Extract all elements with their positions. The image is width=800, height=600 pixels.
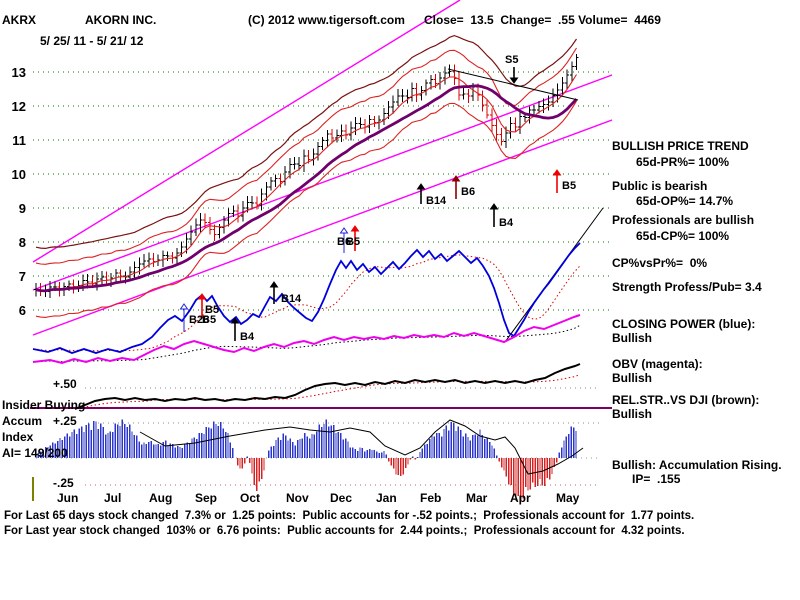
analysis-line: CLOSING POWER (blue):: [612, 317, 756, 331]
month-label: Oct: [240, 491, 261, 505]
signal-label: B5: [562, 180, 577, 192]
analysis-line: Professionals are bullish: [612, 213, 755, 227]
yaxis-label: 8: [18, 235, 26, 250]
analysis-line: Public is bearish: [612, 179, 708, 193]
company-name: AKORN INC.: [85, 13, 157, 27]
analysis-line: OBV (magenta):: [612, 357, 703, 371]
month-label: Mar: [466, 491, 488, 505]
signal-label: B5: [202, 314, 217, 326]
analysis-line: CP%vsPr%= 0%: [612, 256, 708, 270]
copyright-text: (C) 2012 www.tigersoft.com: [248, 13, 405, 27]
ticker-symbol: AKRX: [2, 13, 37, 27]
month-label: Jan: [376, 491, 397, 505]
indicator-label: +.25: [53, 414, 77, 428]
signal-label: B5: [205, 304, 220, 316]
analysis-line: 65d-PR%= 100%: [636, 155, 730, 169]
indicator-label: +.50: [53, 377, 77, 391]
analysis-line: Strength Profess/Pub= 3.4: [612, 280, 762, 294]
signal-label: B26: [189, 314, 210, 326]
indicator-label: AI= 149/200: [2, 446, 68, 460]
analysis-line: Bullish: [612, 331, 653, 345]
analysis-line: REL.STR..VS DJI (brown):: [612, 393, 760, 407]
month-label: Apr: [510, 491, 531, 505]
yaxis-label: 6: [18, 303, 26, 318]
signal-label: B6: [461, 186, 476, 198]
yaxis-label: 10: [11, 167, 26, 182]
yaxis-label: 11: [12, 133, 26, 148]
month-label: Dec: [330, 491, 353, 505]
signal-label: B5: [346, 236, 361, 248]
month-label: Jun: [57, 491, 79, 505]
month-label: Feb: [420, 491, 442, 505]
footer-line-year: For Last year stock changed 103% or 6.76…: [4, 525, 685, 537]
yaxis-label: 13: [11, 65, 26, 80]
signal-label: B14: [281, 293, 302, 305]
analysis-line: Bullish: Accumulation Rising.: [612, 458, 782, 472]
yaxis-label: 9: [18, 201, 26, 216]
month-label: Sep: [195, 491, 218, 505]
footer-line-65d: For Last 65 days stock changed 7.3% or 1…: [4, 510, 695, 522]
indicator-label: Insider Buying: [2, 398, 86, 412]
analysis-line: 65d-CP%= 100%: [636, 229, 730, 243]
month-label: Jul: [104, 491, 122, 505]
yaxis-label: 7: [18, 269, 26, 284]
signal-label: B4: [499, 217, 514, 229]
indicator-label: Accum: [2, 414, 43, 428]
signal-label: B6: [337, 236, 352, 248]
analysis-line: BULLISH PRICE TREND: [612, 139, 749, 153]
month-label: Nov: [286, 491, 309, 505]
analysis-line: Bullish: [612, 371, 653, 385]
month-label: May: [556, 491, 580, 505]
analysis-line: IP= .155: [632, 472, 681, 486]
indicator-label: -.25: [53, 476, 74, 490]
month-label: Aug: [149, 491, 173, 505]
analysis-line: 65d-OP%= 14.7%: [636, 194, 734, 208]
yaxis-label: 12: [11, 99, 26, 114]
date-range: 5/ 25/ 11 - 5/ 21/ 12: [40, 34, 144, 48]
signal-label: S5: [505, 54, 519, 66]
quote-summary: Close= 13.5 Change= .55 Volume= 4469: [424, 13, 661, 27]
indicator-label: Index: [2, 430, 34, 444]
signal-label: B4: [240, 331, 255, 343]
signal-label: B14: [426, 195, 447, 207]
analysis-line: Bullish: [612, 407, 653, 421]
